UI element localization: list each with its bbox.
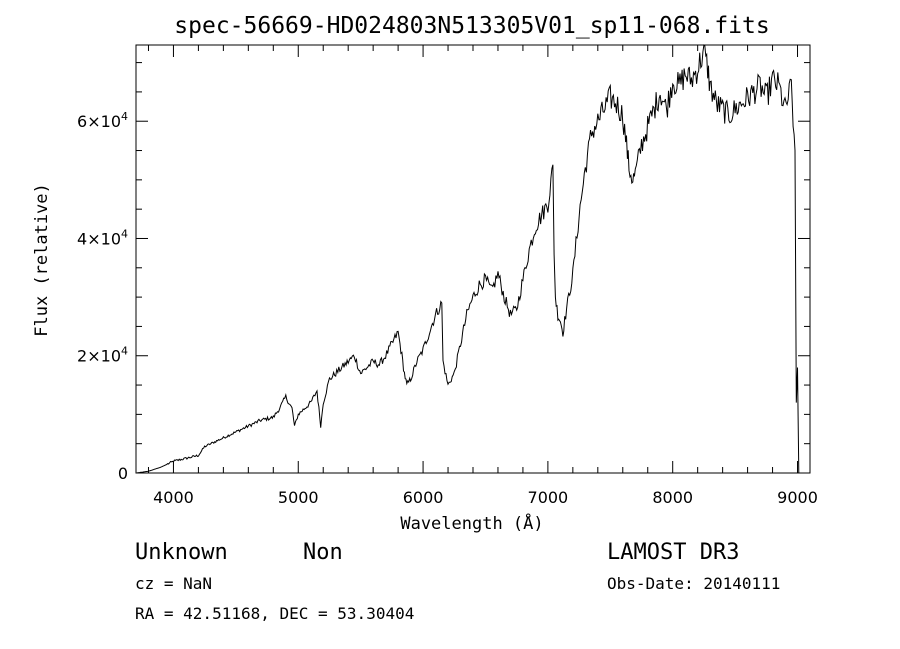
plot-frame <box>135 44 811 474</box>
object-subclass: Non <box>303 540 343 565</box>
x-tick-label: 6000 <box>403 488 444 507</box>
survey-name: LAMOST DR3 <box>607 540 739 565</box>
x-axis-ticks: 4000 5000 6000 7000 8000 9000 <box>147 45 818 507</box>
plot-area: 4000 5000 6000 7000 8000 9000 0 2×104 4×104 6×10… <box>77 44 818 507</box>
x-axis-label: Wavelength (Å) <box>400 512 543 534</box>
y-tick-label: 2×104 <box>77 345 128 366</box>
y-tick-label: 4×104 <box>77 227 128 248</box>
series-layer <box>135 44 800 474</box>
y-tick-label: 0 <box>118 464 128 483</box>
x-tick-label: 5000 <box>278 488 319 507</box>
y-tick-label: 6×104 <box>77 110 128 131</box>
ra-dec-coordinates: RA = 42.51168, DEC = 53.30404 <box>135 604 414 623</box>
observation-date: Obs-Date: 20140111 <box>607 574 780 593</box>
x-tick-label: 9000 <box>777 488 818 507</box>
x-tick-label: 4000 <box>153 488 194 507</box>
x-tick-label: 7000 <box>528 488 569 507</box>
spectrum-line <box>135 44 800 474</box>
y-axis-ticks: 0 2×104 4×104 6×104 <box>77 62 810 483</box>
y-axis-label: Flux (relative) <box>32 183 52 337</box>
object-class: Unknown <box>135 540 228 565</box>
x-tick-label: 8000 <box>652 488 693 507</box>
chart-title: spec-56669-HD024803N513305V01_sp11-068.f… <box>174 13 769 39</box>
redshift-cz: cz = NaN <box>135 574 212 593</box>
